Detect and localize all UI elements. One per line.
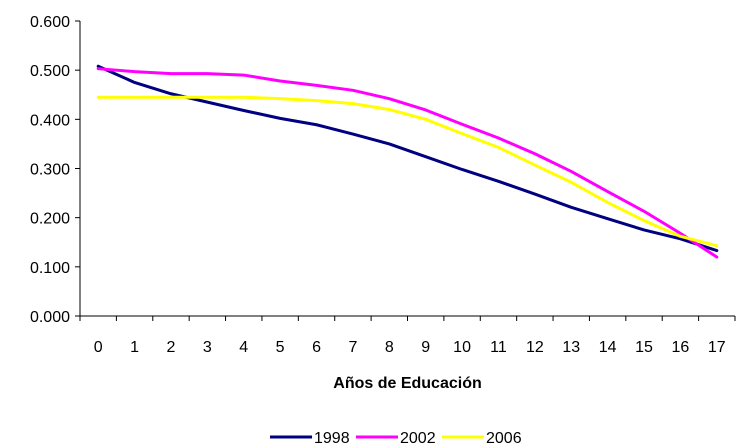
x-tick-label: 15 xyxy=(635,339,653,356)
x-tick-label: 0 xyxy=(94,339,103,356)
x-tick-label: 14 xyxy=(599,339,617,356)
x-tick-label: 11 xyxy=(490,339,507,356)
x-tick-label: 17 xyxy=(708,339,726,356)
series-line-2002 xyxy=(96,67,719,259)
y-tick-label: 0.100 xyxy=(30,260,70,277)
x-tick-label: 1 xyxy=(130,339,139,356)
series-line-2006 xyxy=(96,95,719,248)
y-tick-label: 0.600 xyxy=(30,14,70,31)
y-tick-label: 0.200 xyxy=(30,211,70,228)
x-tick-label: 4 xyxy=(239,339,248,356)
y-tick-label: 0.500 xyxy=(30,63,70,80)
series-lines xyxy=(96,64,719,259)
y-tick-label: 0.000 xyxy=(30,309,70,326)
chart-axes xyxy=(79,21,735,317)
x-axis-ticks: 0 1 2 3 4 5 6 7 8 9 10 11 12 13 14 15 16 17 xyxy=(79,316,736,356)
series-line-1998 xyxy=(96,64,719,253)
legend-label-2002: 2002 xyxy=(400,430,436,447)
y-tick-label: 0.400 xyxy=(30,112,70,129)
x-tick-label: 9 xyxy=(421,339,430,356)
x-tick-label: 3 xyxy=(203,339,212,356)
x-tick-label: 7 xyxy=(348,339,357,356)
x-tick-label: 8 xyxy=(385,339,394,356)
x-tick-label: 2 xyxy=(167,339,176,356)
y-tick-label: 0.300 xyxy=(30,162,70,179)
x-tick-label: 5 xyxy=(276,339,285,356)
legend-label-2006: 2006 xyxy=(486,430,522,447)
x-tick-label: 12 xyxy=(526,339,544,356)
x-tick-label: 13 xyxy=(562,339,580,356)
x-tick-label: 6 xyxy=(312,339,321,356)
y-axis-ticks: 0.000 0.100 0.200 0.300 0.400 0.500 0.600 xyxy=(30,14,80,326)
legend-label-1998: 1998 xyxy=(314,430,350,447)
x-tick-label: 16 xyxy=(672,339,690,356)
x-tick-label: 10 xyxy=(453,339,471,356)
x-axis-title: Años de Educación xyxy=(333,375,481,392)
legend: 1998 2002 2006 xyxy=(270,430,522,447)
